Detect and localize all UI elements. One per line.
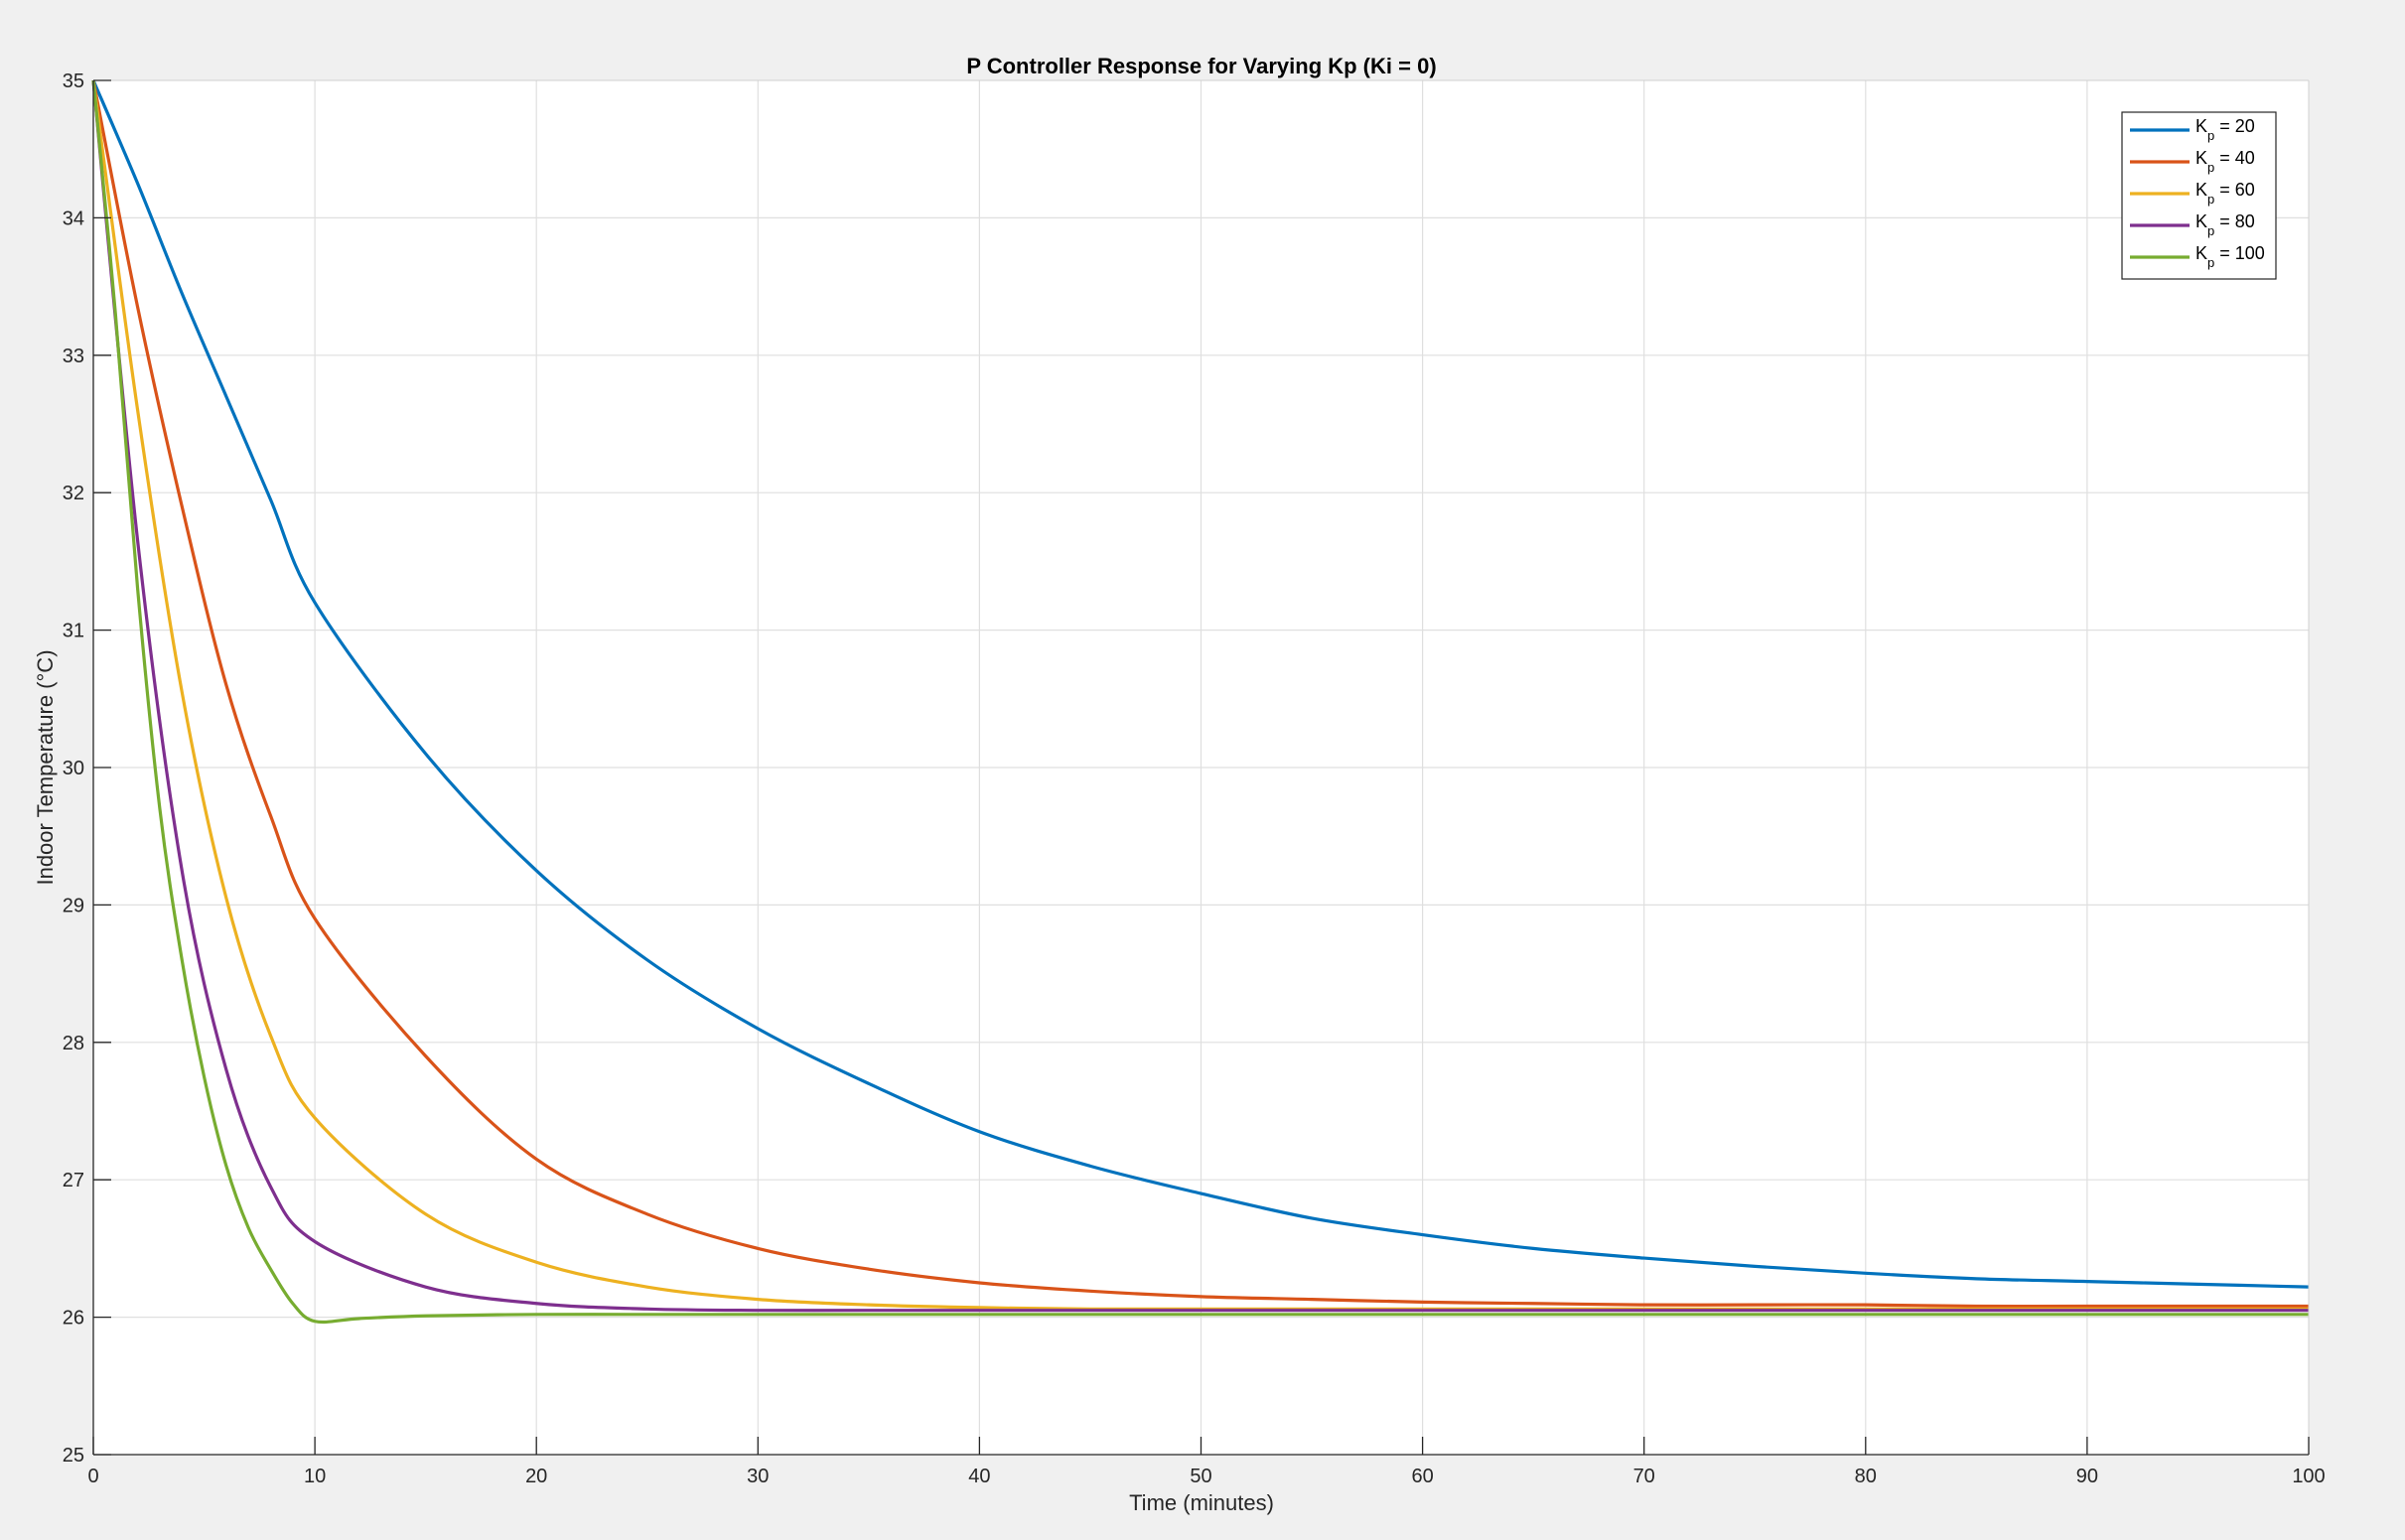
series-line-1 [91,79,2310,1289]
x-tick-label: 0 [87,1466,98,1487]
x-tick-label: 60 [1411,1466,1433,1487]
y-tick-label: 33 [63,346,84,367]
y-tick-label: 29 [63,895,84,916]
y-tick-label: 30 [63,758,84,779]
legend-entry-1: Kp = 20 [2195,116,2255,143]
y-tick-label: 34 [63,208,84,229]
series-line-2 [91,79,2309,1309]
y-tick-label: 26 [63,1308,84,1330]
legend: Kp = 20 Kp = 40 Kp = 60 Kp = 80 Kp = 100 [2121,111,2277,280]
x-tick-label: 70 [1633,1466,1655,1487]
y-tick-label: 27 [63,1170,84,1191]
series-line-4 [91,79,2309,1313]
series-layer [91,79,2310,1325]
x-tick-label: 30 [747,1466,769,1487]
chart-title: P Controller Response for Varying Kp (Ki… [966,54,1436,78]
legend-box [2121,111,2277,280]
x-tick-label: 50 [1190,1466,1211,1487]
legend-entry-5: Kp = 100 [2195,243,2265,270]
y-tick-label: 32 [63,483,84,504]
x-axis-label: Time (minutes) [1129,1490,1274,1515]
y-tick-label: 28 [63,1033,84,1054]
grid-lines [93,80,2309,1455]
y-tick-label: 25 [63,1445,84,1467]
legend-entry-2: Kp = 40 [2195,148,2255,175]
y-axis-label: Indoor Temperature (°C) [33,649,58,885]
x-tick-label: 10 [304,1466,326,1487]
x-tick-label: 40 [968,1466,990,1487]
y-tick-label: 35 [63,70,84,92]
x-tick-label: 100 [2292,1466,2325,1487]
legend-entry-4: Kp = 80 [2195,211,2255,238]
y-tick-label: 31 [63,621,84,642]
series-line-5 [91,79,2309,1325]
legend-entry-3: Kp = 60 [2195,180,2255,207]
ticks: 0 10 20 30 40 50 60 70 80 90 100 25 26 27 28 29 30 31 32 33… [63,70,2326,1487]
x-tick-label: 80 [1855,1466,1877,1487]
x-tick-label: 20 [525,1466,547,1487]
x-tick-label: 90 [2076,1466,2098,1487]
